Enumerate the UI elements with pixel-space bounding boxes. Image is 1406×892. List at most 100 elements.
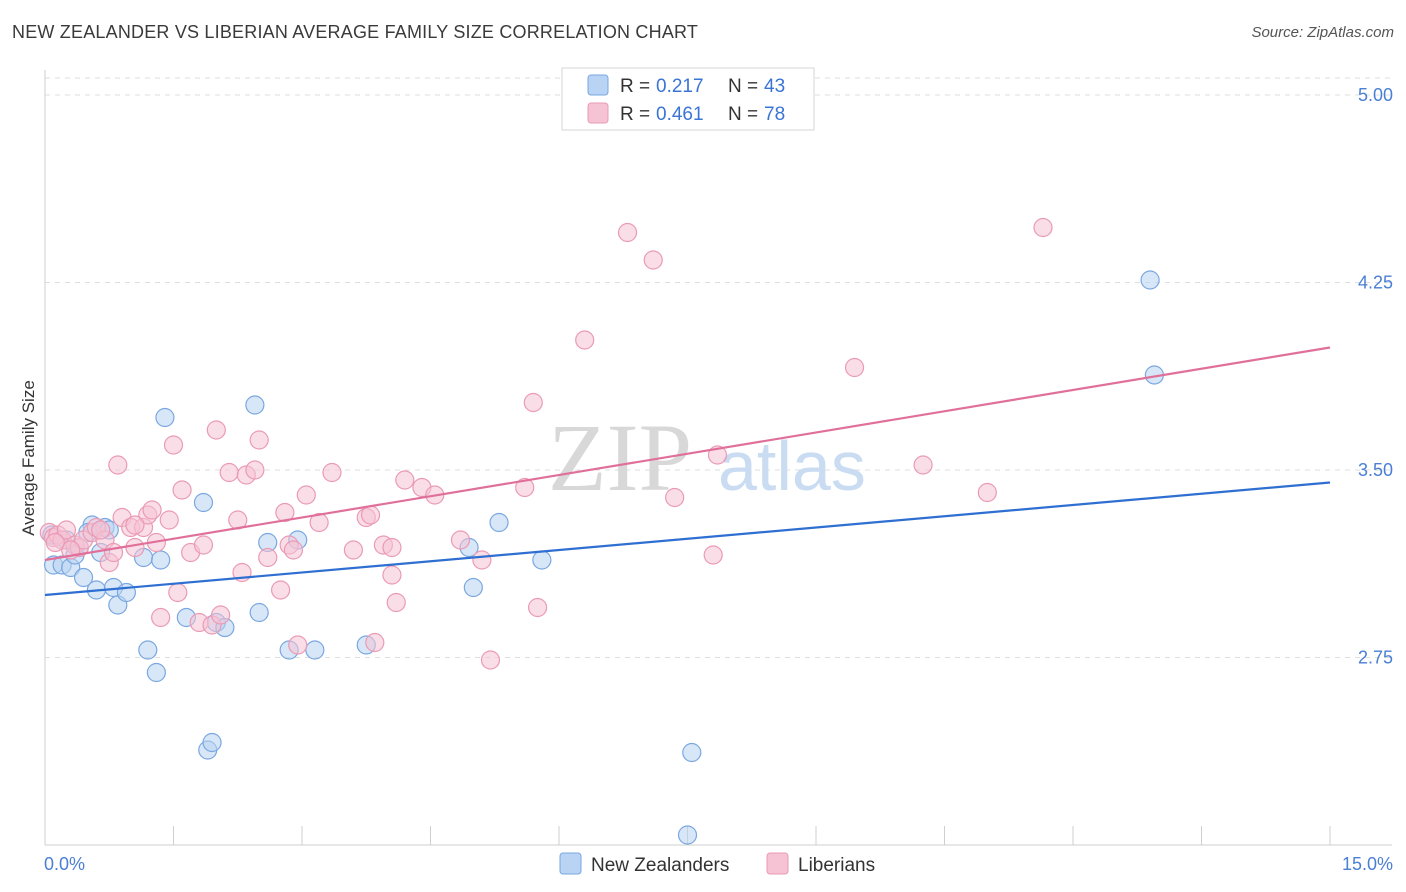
data-point — [365, 632, 385, 653]
data-point — [193, 535, 214, 555]
data-point — [159, 510, 179, 530]
legend-n-label-blue: N = — [728, 76, 758, 97]
data-point — [202, 732, 222, 753]
y-axis-title: Average Family Size — [19, 380, 38, 536]
correlation-legend: R = 0.217 N = 43 R = 0.461 N = 78 — [561, 67, 815, 131]
series-new-zealanders — [42, 270, 1164, 845]
data-point — [73, 567, 94, 588]
data-point — [296, 485, 316, 505]
data-point — [146, 662, 166, 683]
tick-labels: 2.75 3.50 4.25 5.00 0.0% 15.0% — [44, 85, 1393, 874]
bottom-legend-label-liberians: Liberians — [798, 855, 875, 876]
data-point — [172, 480, 192, 500]
legend-swatch-pink — [587, 102, 609, 124]
legend-n-label-pink: N = — [728, 104, 758, 125]
data-point — [103, 542, 124, 563]
x-tick-label-max: 15.0% — [1342, 854, 1393, 874]
data-point — [142, 500, 162, 520]
data-point — [527, 597, 548, 618]
bottom-legend-swatch-liberians — [766, 852, 789, 875]
legend-r-label-blue: R = — [620, 76, 650, 97]
series-liberians — [39, 217, 1053, 670]
data-point — [270, 580, 291, 600]
data-point — [206, 420, 226, 440]
data-point — [258, 547, 278, 568]
data-point — [168, 582, 188, 603]
data-point — [643, 250, 663, 270]
data-point — [1140, 270, 1160, 290]
legend-r-label-pink: R = — [620, 104, 650, 125]
data-point — [155, 407, 175, 428]
data-point — [45, 532, 65, 553]
data-point — [665, 487, 685, 508]
x-tick-label-min: 0.0% — [44, 854, 85, 874]
data-point — [309, 512, 329, 533]
legend-r-value-blue: 0.217 — [656, 76, 704, 97]
data-point — [125, 537, 145, 558]
legend-n-value-pink: 78 — [764, 104, 785, 125]
data-point — [219, 462, 239, 483]
y-tick-label: 2.75 — [1358, 648, 1393, 668]
data-point — [343, 540, 363, 560]
axes — [44, 70, 1392, 846]
data-point — [844, 357, 865, 378]
data-point — [450, 530, 471, 550]
data-point — [322, 462, 342, 483]
data-point — [472, 550, 492, 570]
data-point — [151, 550, 171, 570]
data-point — [283, 540, 304, 560]
data-point — [682, 742, 702, 763]
bottom-legend-swatch-new-zealanders — [559, 852, 582, 875]
legend-n-value-blue: 43 — [764, 76, 785, 97]
data-point — [480, 650, 501, 670]
legend-r-value-pink: 0.461 — [656, 104, 704, 125]
data-point — [108, 455, 128, 475]
data-point — [211, 605, 231, 625]
chart-title: NEW ZEALANDER VS LIBERIAN AVERAGE FAMILY… — [12, 22, 699, 42]
watermark-atlas: atlas — [718, 427, 866, 505]
y-tick-label: 5.00 — [1358, 85, 1393, 105]
data-point — [703, 545, 723, 565]
data-point — [288, 635, 308, 655]
series-legend: New Zealanders Liberians — [559, 852, 875, 876]
data-point — [193, 492, 214, 513]
data-point — [305, 640, 325, 660]
data-point — [125, 515, 145, 535]
data-point — [532, 550, 552, 570]
data-point — [360, 505, 381, 525]
data-point — [515, 477, 535, 498]
data-point — [163, 435, 184, 455]
data-point — [395, 470, 415, 490]
data-point — [249, 430, 269, 450]
data-point — [382, 537, 402, 558]
data-points — [39, 217, 1164, 845]
data-point — [386, 592, 406, 613]
trend-lines — [44, 346, 1331, 597]
data-point — [977, 482, 997, 503]
y-tick-label: 3.50 — [1358, 460, 1393, 480]
legend-swatch-blue — [587, 74, 609, 96]
data-point — [463, 577, 483, 598]
source-note: Source: ZipAtlas.com — [1251, 24, 1394, 41]
data-point — [275, 502, 295, 523]
data-point — [523, 392, 543, 413]
data-point — [138, 640, 158, 660]
trend-line-new-zealanders — [44, 481, 1331, 597]
data-point — [56, 520, 77, 540]
data-point — [489, 512, 509, 533]
data-point — [249, 602, 269, 623]
data-point — [575, 330, 595, 350]
trend-line-liberians — [44, 346, 1331, 562]
data-point — [617, 222, 638, 243]
data-point — [116, 582, 136, 603]
data-point — [913, 455, 933, 475]
bottom-legend-label-new-zealanders: New Zealanders — [591, 855, 729, 876]
data-point — [245, 460, 265, 480]
data-point — [1033, 217, 1053, 238]
data-point — [91, 520, 111, 540]
data-point — [677, 825, 698, 845]
y-tick-label: 4.25 — [1358, 273, 1393, 293]
data-point — [151, 607, 171, 628]
watermark: ZIP atlas — [548, 404, 866, 511]
